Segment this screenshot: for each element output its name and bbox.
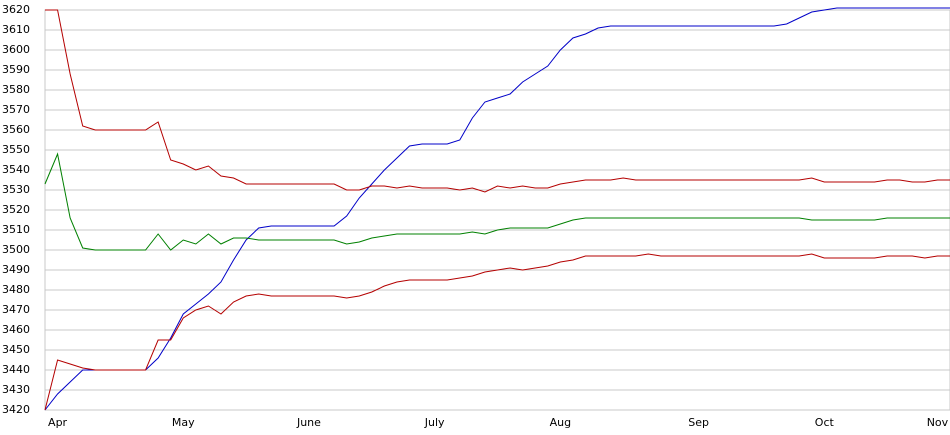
y-tick-label: 3440 (2, 363, 30, 376)
x-tick-label: Sep (688, 416, 709, 429)
y-tick-label: 3430 (2, 383, 30, 396)
series-line (45, 9, 950, 193)
x-tick-label: June (296, 416, 321, 429)
y-tick-label: 3600 (2, 43, 30, 56)
y-tick-label: 3520 (2, 203, 30, 216)
x-tick-label: July (424, 416, 445, 429)
y-tick-label: 3450 (2, 343, 30, 356)
y-tick-label: 3470 (2, 303, 30, 316)
y-tick-label: 3580 (2, 83, 30, 96)
y-tick-label: 3460 (2, 323, 30, 336)
x-tick-label: Nov (927, 416, 949, 429)
y-tick-label: 3570 (2, 103, 30, 116)
y-tick-label: 3610 (2, 23, 30, 36)
y-tick-label: 3530 (2, 183, 30, 196)
y-tick-label: 3480 (2, 283, 30, 296)
y-tick-label: 3490 (2, 263, 30, 276)
y-tick-label: 3560 (2, 123, 30, 136)
x-tick-label: Aug (550, 416, 571, 429)
y-tick-label: 3550 (2, 143, 30, 156)
x-tick-label: May (172, 416, 195, 429)
y-tick-label: 3420 (2, 403, 30, 416)
y-tick-label: 3500 (2, 243, 30, 256)
y-tick-label: 3620 (2, 3, 30, 16)
y-tick-label: 3540 (2, 163, 30, 176)
series-line (44, 152, 950, 251)
x-tick-label: Oct (815, 416, 835, 429)
y-tick-label: 3590 (2, 63, 30, 76)
series-line (44, 253, 950, 411)
y-tick-label: 3510 (2, 223, 30, 236)
series-line (44, 7, 950, 411)
x-tick-label: Apr (48, 416, 68, 429)
